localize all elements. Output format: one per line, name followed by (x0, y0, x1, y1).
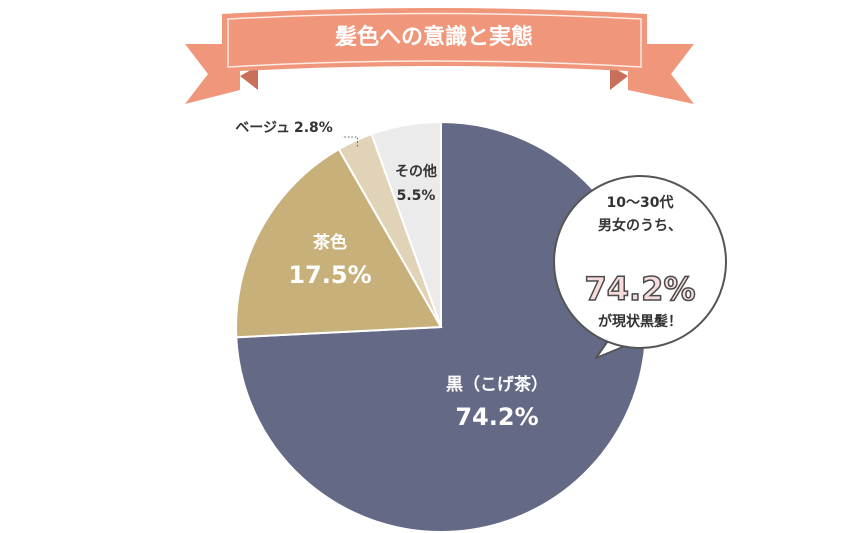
slice-label: 黒（こげ茶） (446, 374, 548, 395)
chart-title: 髪色への意識と実態 (334, 24, 533, 50)
callout (553, 175, 727, 359)
slice-value: 17.5% (288, 261, 371, 289)
callout-line: 男女のうち、 (598, 217, 682, 234)
callout-tail: が現状黒髪！ (598, 313, 682, 330)
slice-value: 74.2% (455, 403, 538, 431)
slice-value: 5.5% (397, 188, 436, 204)
callout-line: 10〜30代 (607, 194, 674, 211)
slice-label: 茶色 (313, 232, 347, 253)
callout-highlight: 74.2% (584, 270, 695, 308)
title-ribbon (185, 8, 694, 104)
slice-value: 2.8% (294, 120, 333, 136)
pie (235, 120, 647, 533)
pie-slice (235, 147, 443, 339)
slice-label: ベージュ (235, 120, 290, 136)
slice-label: その他 (395, 163, 437, 180)
pie-slice (370, 120, 442, 328)
